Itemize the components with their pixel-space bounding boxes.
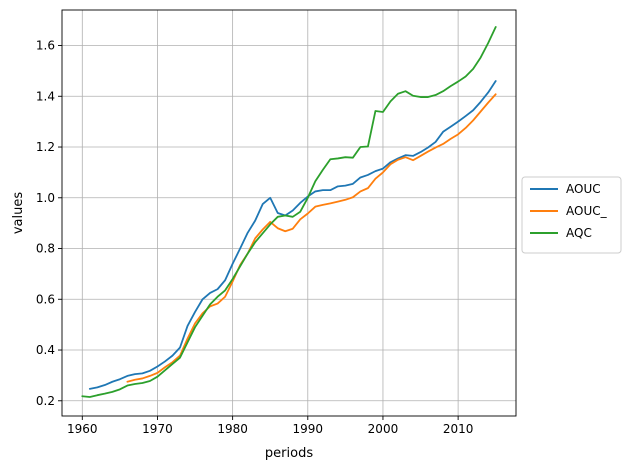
plot-frame bbox=[61, 9, 517, 417]
y-tick-label: 1.6 bbox=[36, 39, 55, 53]
x-tick-label: 1990 bbox=[293, 422, 324, 436]
legend-item-aouc: AOUC bbox=[530, 182, 601, 196]
y-tick-label: 0.4 bbox=[36, 343, 55, 357]
y-tick-label: 0.8 bbox=[36, 242, 55, 256]
legend-label: AOUC bbox=[566, 182, 601, 196]
series-line-aqc bbox=[81, 26, 497, 398]
x-tick-label: 1970 bbox=[142, 422, 173, 436]
x-axis-ticks: 1960 1970 1980 1990 2000 2010 bbox=[67, 416, 473, 436]
y-tick-label: 1.2 bbox=[36, 140, 55, 154]
y-axis-ticks: 0.2 0.4 0.6 0.8 1.0 1.2 1.4 1.6 bbox=[36, 39, 62, 408]
grid-lines bbox=[62, 10, 516, 416]
legend-item-aqc: AQC bbox=[530, 226, 592, 240]
legend-label: AOUC_ bbox=[566, 204, 608, 218]
x-axis-label: periods bbox=[265, 446, 313, 461]
series-line-aouc bbox=[88, 80, 497, 390]
x-tick-label: 1960 bbox=[67, 422, 98, 436]
series-line-aouc bbox=[126, 93, 497, 383]
legend: AOUC AOUC_ AQC bbox=[521, 176, 622, 254]
series-lines bbox=[81, 26, 497, 398]
y-tick-label: 1.0 bbox=[36, 191, 55, 205]
x-tick-label: 2010 bbox=[443, 422, 474, 436]
legend-item-aouc: AOUC_ bbox=[530, 204, 608, 218]
y-axis-label: values bbox=[11, 192, 26, 235]
y-tick-label: 0.2 bbox=[36, 394, 55, 408]
legend-label: AQC bbox=[566, 226, 592, 240]
x-tick-label: 1980 bbox=[217, 422, 248, 436]
y-tick-label: 0.6 bbox=[36, 292, 55, 306]
x-tick-label: 2000 bbox=[368, 422, 399, 436]
y-tick-label: 1.4 bbox=[36, 89, 55, 103]
